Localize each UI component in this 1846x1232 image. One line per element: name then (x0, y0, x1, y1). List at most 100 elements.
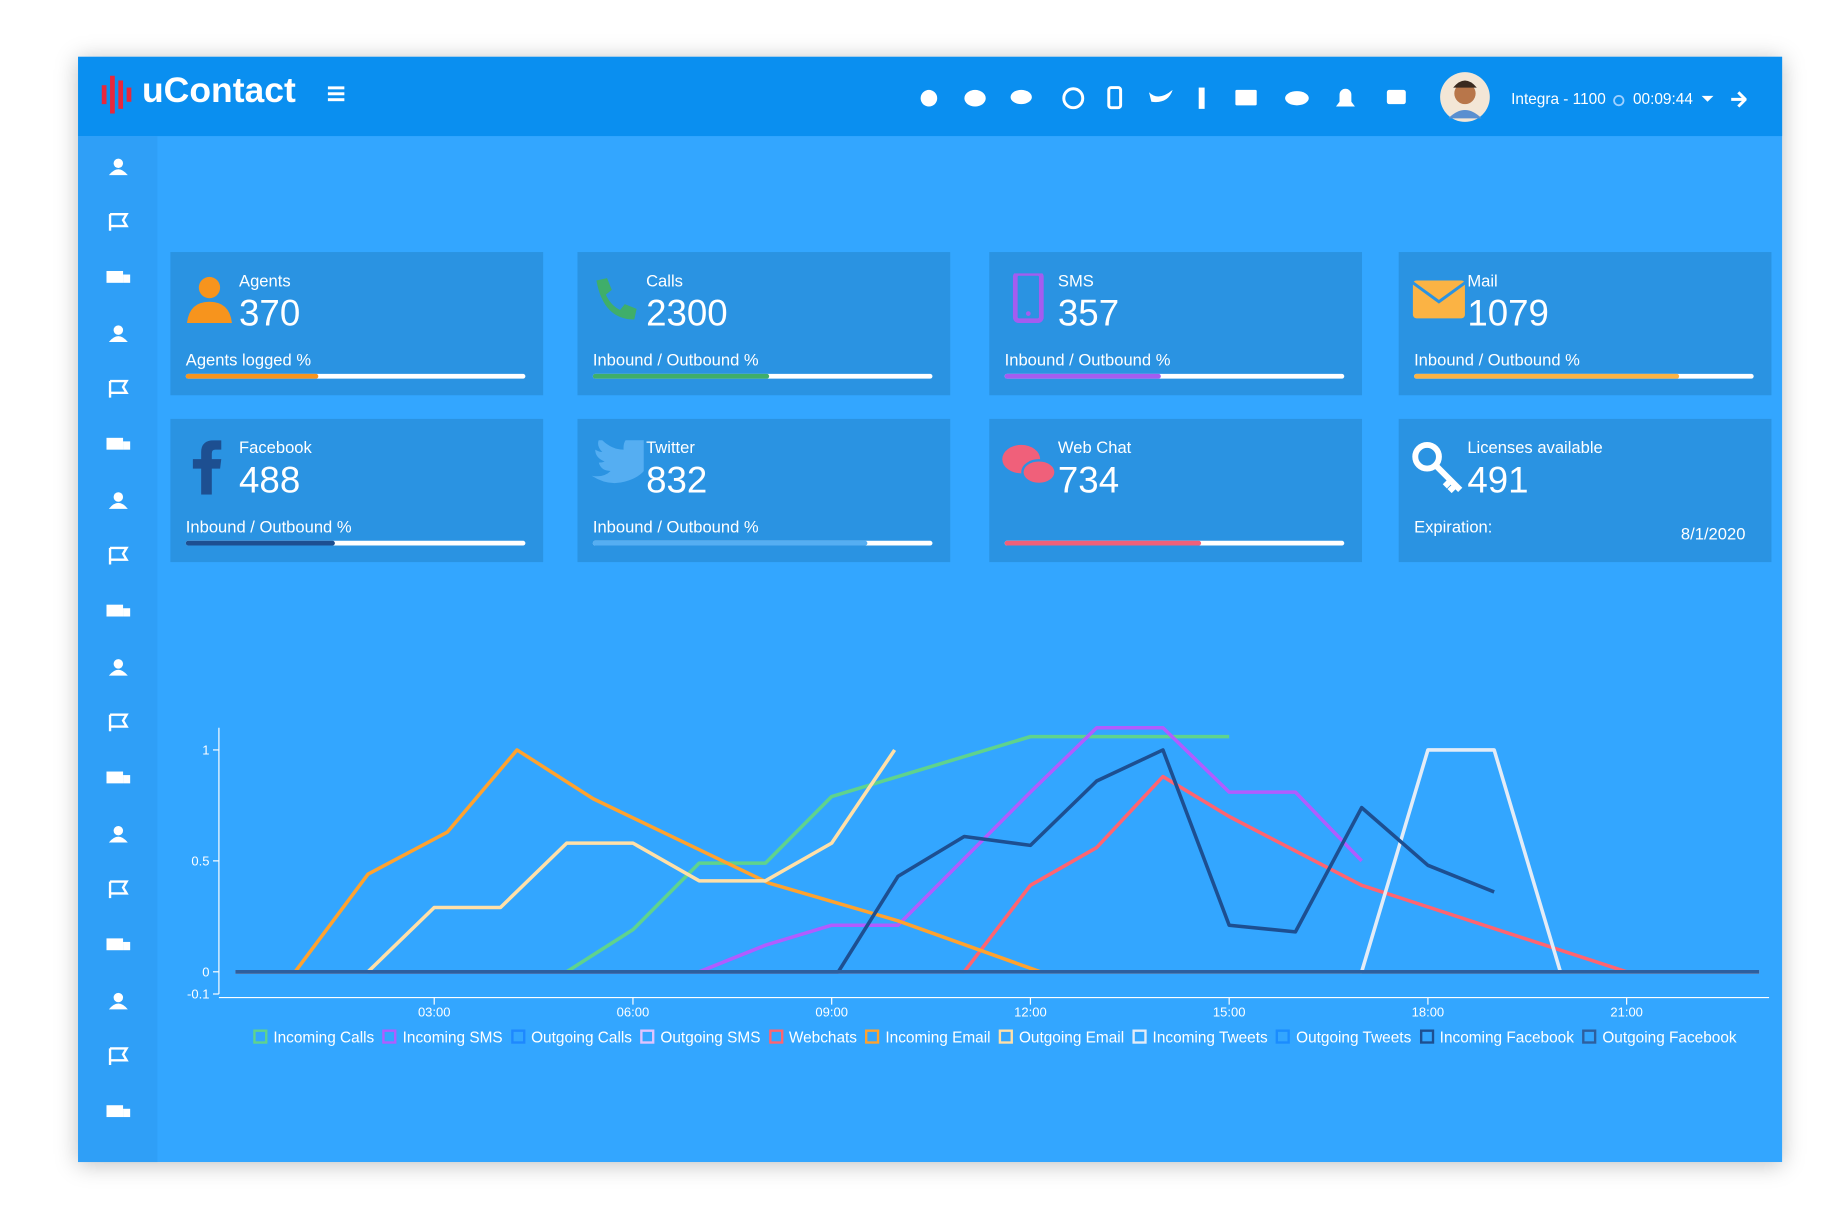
nav-icon[interactable] (106, 270, 131, 283)
stat-card: Facebook 488 Inbound / Outbound % (170, 418, 544, 563)
stat-card: Licenses available 491 Expiration: 8/1/2020 (1398, 418, 1772, 563)
card-title: SMS (1057, 270, 1094, 290)
card-title: Web Chat (1057, 437, 1132, 457)
legend-swatch (1419, 1029, 1434, 1044)
card-icon (192, 440, 222, 495)
legend-label: Outgoing Email (1018, 1028, 1125, 1047)
legend-swatch (1582, 1029, 1597, 1044)
logo-icon (101, 75, 132, 114)
card-label: Agents logged % (185, 350, 312, 370)
stat-card: Mail 1079 Inbound / Outbound % (1398, 252, 1772, 396)
nav-icon[interactable] (108, 325, 128, 342)
progress-fill (1004, 373, 1161, 379)
legend-swatch (510, 1029, 526, 1044)
progress-track (185, 373, 526, 379)
card-title: Calls (646, 270, 683, 290)
card-icon (186, 276, 232, 324)
card-label: Inbound / Outbound % (1004, 350, 1171, 370)
legend-swatch (768, 1029, 783, 1044)
progress-track (592, 540, 933, 546)
nav-icon[interactable] (106, 938, 131, 951)
nav-icon[interactable] (108, 379, 129, 398)
card-icon (591, 440, 644, 484)
progress-fill (185, 540, 336, 546)
nav-icon[interactable] (108, 880, 129, 899)
card-title: Twitter (646, 437, 695, 457)
legend-swatch (1275, 1029, 1291, 1044)
user-name: Integra - 1100 (1511, 89, 1606, 108)
nav-icon[interactable] (106, 604, 131, 617)
card-title: Mail (1467, 270, 1498, 290)
card-value: 491 (1467, 459, 1529, 501)
stat-card: Agents 370 Agents logged % (170, 252, 544, 396)
legend-item: Webchats (768, 1028, 857, 1046)
progress-fill (592, 540, 868, 546)
legend-label: Outgoing SMS (660, 1028, 761, 1047)
card-title: Licenses available (1467, 437, 1603, 457)
user-menu[interactable] (1699, 90, 1747, 109)
legend-swatch (640, 1029, 655, 1044)
stat-card: SMS 357 Inbound / Outbound % (989, 252, 1363, 396)
menu-button[interactable] (327, 85, 347, 102)
nav-icon[interactable] (108, 212, 129, 231)
card-label: Inbound / Outbound % (592, 517, 759, 537)
app-window: uContact Integra - 1100 00:09:44 (78, 56, 1783, 1163)
card-icon (596, 278, 637, 320)
legend-swatch (382, 1029, 397, 1044)
nav-icon[interactable] (106, 771, 131, 784)
status-dot (1613, 94, 1625, 107)
progress-track (1004, 540, 1345, 546)
progress-fill (185, 373, 319, 379)
legend-item: Incoming Email (865, 1028, 991, 1047)
nav-icon[interactable] (106, 1105, 131, 1118)
card-label: Inbound / Outbound % (185, 517, 352, 537)
card-icon (1012, 273, 1044, 324)
progress-track (1414, 373, 1754, 379)
sidebar-icons[interactable] (78, 136, 157, 1162)
channel-icons[interactable] (906, 80, 1427, 115)
legend-label: Incoming Email (885, 1028, 991, 1047)
progress-fill (592, 373, 770, 379)
card-value: 2300 (646, 292, 728, 334)
legend-item: Outgoing Email (998, 1028, 1125, 1047)
session-timer: 00:09:44 (1632, 89, 1693, 108)
legend-item: Outgoing Facebook (1582, 1028, 1737, 1046)
nav-icon[interactable] (106, 437, 131, 450)
nav-icon[interactable] (108, 158, 128, 176)
nav-icon[interactable] (108, 1047, 129, 1065)
nav-icon[interactable] (108, 825, 128, 843)
legend-item: Outgoing Calls (510, 1028, 633, 1047)
nav-icon[interactable] (108, 546, 129, 565)
legend-swatch (253, 1029, 268, 1044)
nav-icon[interactable] (108, 713, 129, 732)
legend-item: Incoming Facebook (1419, 1028, 1574, 1046)
card-date: 8/1/2020 (1680, 524, 1746, 544)
nav-icon[interactable] (108, 659, 128, 676)
card-icon (1002, 444, 1056, 486)
nav-icon[interactable] (108, 992, 128, 1010)
card-label: Inbound / Outbound % (1414, 350, 1580, 370)
progress-fill (1004, 540, 1202, 546)
legend-swatch (998, 1029, 1014, 1044)
legend-item: Outgoing SMS (640, 1028, 760, 1046)
card-icon (1412, 280, 1465, 319)
stat-card: Calls 2300 Inbound / Outbound % (577, 252, 951, 396)
avatar[interactable] (1439, 71, 1491, 123)
stat-card: Twitter 832 Inbound / Outbound % (577, 418, 951, 563)
legend-label: Outgoing Calls (531, 1028, 633, 1047)
legend-item: Outgoing Tweets (1275, 1028, 1411, 1046)
card-value: 488 (239, 459, 301, 501)
card-value: 357 (1057, 292, 1120, 334)
progress-track (592, 373, 933, 379)
legend-label: Incoming Tweets (1152, 1028, 1268, 1047)
card-title: Agents (239, 270, 291, 290)
card-icon (1412, 441, 1463, 494)
sidebar (78, 136, 158, 1163)
card-value: 734 (1057, 459, 1120, 501)
card-label: Expiration: (1414, 517, 1493, 537)
progress-track (185, 540, 526, 546)
card-value: 1079 (1467, 292, 1549, 334)
nav-icon[interactable] (108, 492, 128, 509)
